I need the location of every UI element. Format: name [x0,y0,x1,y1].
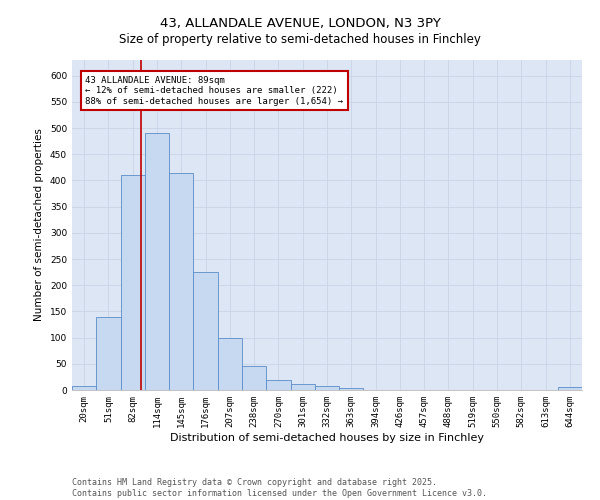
Y-axis label: Number of semi-detached properties: Number of semi-detached properties [34,128,44,322]
Text: 43, ALLANDALE AVENUE, LONDON, N3 3PY: 43, ALLANDALE AVENUE, LONDON, N3 3PY [160,18,440,30]
X-axis label: Distribution of semi-detached houses by size in Finchley: Distribution of semi-detached houses by … [170,432,484,442]
Bar [96,316,121,390]
Bar [339,388,364,390]
Text: Size of property relative to semi-detached houses in Finchley: Size of property relative to semi-detach… [119,32,481,46]
Bar [218,338,242,390]
Bar [193,272,218,390]
Bar [145,134,169,390]
Bar [72,386,96,390]
Bar [169,172,193,390]
Bar [266,380,290,390]
Bar [290,384,315,390]
Text: Contains HM Land Registry data © Crown copyright and database right 2025.
Contai: Contains HM Land Registry data © Crown c… [72,478,487,498]
Bar [242,366,266,390]
Bar [315,386,339,390]
Bar [558,388,582,390]
Text: 43 ALLANDALE AVENUE: 89sqm
← 12% of semi-detached houses are smaller (222)
88% o: 43 ALLANDALE AVENUE: 89sqm ← 12% of semi… [85,76,343,106]
Bar [121,175,145,390]
